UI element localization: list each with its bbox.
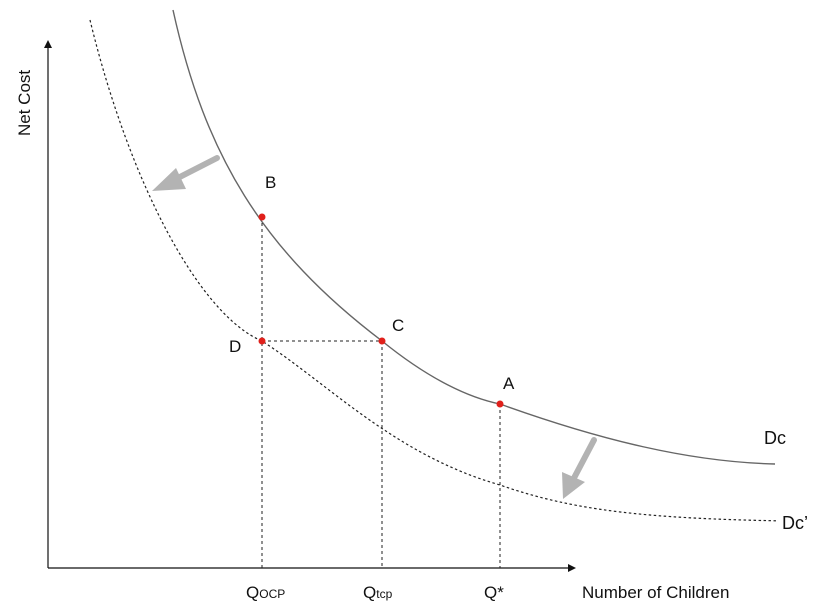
dc-curve: [172, 9, 776, 465]
tick-qocp: QOCP: [246, 583, 285, 602]
point-a-label: A: [503, 374, 515, 393]
tick-qstar: Q*: [484, 583, 504, 602]
point-d: [258, 337, 266, 345]
shift-arrow-left: [152, 155, 220, 191]
point-b: [258, 213, 266, 221]
shift-arrow-right: [562, 437, 597, 499]
tick-qtcp: Qtcp: [363, 583, 393, 602]
point-c-label: C: [392, 316, 404, 335]
dc-prime-curve: [89, 19, 776, 522]
dc-label: Dc: [764, 428, 786, 448]
point-b-label: B: [265, 173, 276, 192]
dc-prime-label: Dc’: [782, 513, 808, 533]
point-c: [378, 337, 386, 345]
point-d-label: D: [229, 337, 241, 356]
point-a: [496, 400, 504, 408]
y-axis-label: Net Cost: [15, 70, 34, 136]
x-axis-label: Number of Children: [582, 583, 729, 602]
